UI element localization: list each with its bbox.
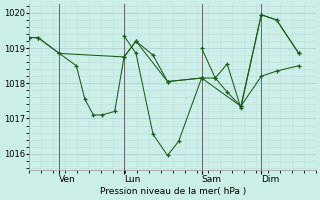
X-axis label: Pression niveau de la mer( hPa ): Pression niveau de la mer( hPa ) — [100, 187, 246, 196]
